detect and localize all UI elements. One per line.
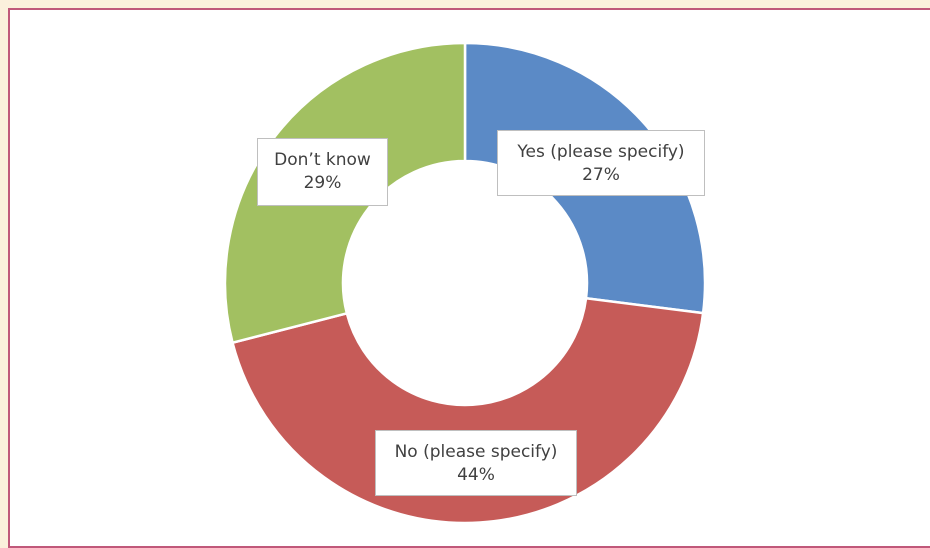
data-label-yes-category: Yes (please specify) xyxy=(517,142,685,162)
data-label-no: No (please specify) 44% xyxy=(375,430,577,496)
data-label-yes-value: 27% xyxy=(582,165,620,185)
data-label-yes: Yes (please specify) 27% xyxy=(497,130,705,196)
data-label-no-category: No (please specify) xyxy=(394,442,558,462)
data-label-dont-know: Don’t know 29% xyxy=(257,138,388,206)
data-label-dont-know-category: Don’t know xyxy=(274,150,371,170)
data-label-dont-know-value: 29% xyxy=(303,173,342,193)
data-label-no-value: 44% xyxy=(457,465,495,485)
donut-slice-no xyxy=(231,296,705,525)
